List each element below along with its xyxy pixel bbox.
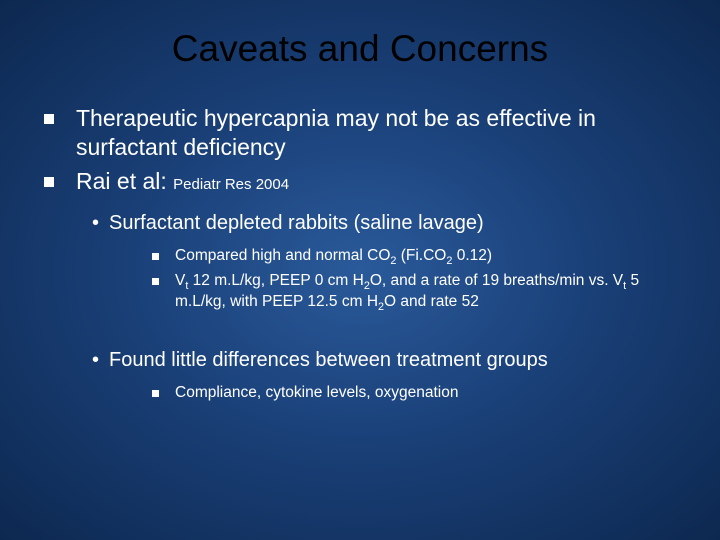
bullet-level2: • Surfactant depleted rabbits (saline la… [92, 210, 680, 236]
slide: Caveats and Concerns Therapeutic hyperca… [0, 0, 720, 540]
t: V [175, 272, 185, 289]
dot-bullet-icon: • [92, 210, 99, 236]
bullet-text: Therapeutic hypercapnia may not be as ef… [76, 104, 680, 163]
dot-bullet-icon: • [92, 347, 99, 373]
bullet-level1: Rai et al: Pediatr Res 2004 [44, 167, 680, 196]
bullet-prefix: Rai et al: [76, 168, 173, 194]
bullet-text: Compared high and normal CO2 (Fi.CO2 0.1… [175, 246, 492, 267]
bullet-level3: Compared high and normal CO2 (Fi.CO2 0.1… [152, 246, 680, 267]
bullet-level2: • Found little differences between treat… [92, 347, 680, 373]
bullet-text: Surfactant depleted rabbits (saline lava… [109, 210, 484, 236]
bullet-text: Found little differences between treatme… [109, 347, 548, 373]
spacer [40, 317, 680, 333]
t: 0.12) [452, 247, 492, 264]
bullet-text: Compliance, cytokine levels, oxygenation [175, 383, 458, 404]
square-bullet-icon [44, 114, 54, 124]
square-bullet-icon [152, 390, 159, 397]
bullet-text: Rai et al: Pediatr Res 2004 [76, 167, 289, 196]
t: O and rate 52 [384, 293, 479, 310]
t: Compared high and normal CO [175, 247, 390, 264]
bullet-level3: Compliance, cytokine levels, oxygenation [152, 383, 680, 404]
bullet-level1: Therapeutic hypercapnia may not be as ef… [44, 104, 680, 163]
slide-title: Caveats and Concerns [40, 28, 680, 70]
t: O, and a rate of 19 breaths/min vs. V [370, 272, 623, 289]
square-bullet-icon [152, 253, 159, 260]
bullet-text: Vt 12 m.L/kg, PEEP 0 cm H2O, and a rate … [175, 271, 680, 313]
bullet-level3: Vt 12 m.L/kg, PEEP 0 cm H2O, and a rate … [152, 271, 680, 313]
citation: Pediatr Res 2004 [173, 176, 289, 193]
t: (Fi.CO [396, 247, 446, 264]
square-bullet-icon [152, 278, 159, 285]
square-bullet-icon [44, 177, 54, 187]
t: 12 m.L/kg, PEEP 0 cm H [188, 272, 363, 289]
